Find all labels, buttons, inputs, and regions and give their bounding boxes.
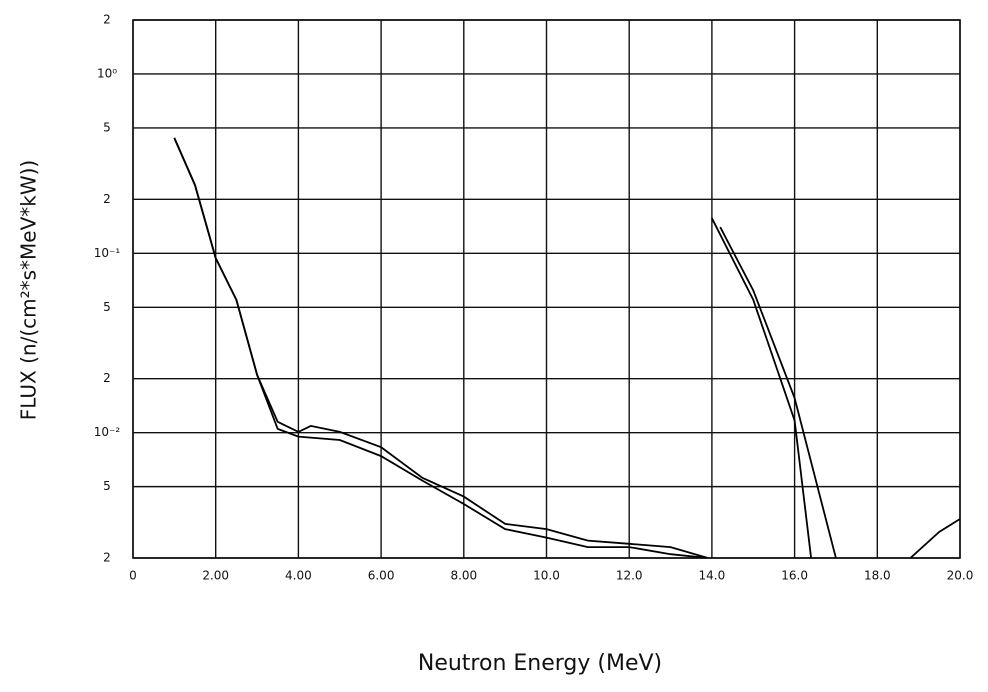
- y-tick-label: 5: [103, 479, 111, 493]
- x-tick-label: 0: [129, 569, 137, 583]
- x-tick-label: 14.0: [699, 569, 726, 583]
- x-tick-label: 2.00: [202, 569, 229, 583]
- y-tick-label: 5: [103, 120, 111, 134]
- y-tick-label: 2: [103, 371, 111, 385]
- series-line: [173, 137, 960, 558]
- x-tick-label: 4.00: [285, 569, 312, 583]
- plot-frame: [132, 19, 961, 559]
- x-tick-label: 12.0: [616, 569, 643, 583]
- x-tick-label: 6.00: [368, 569, 395, 583]
- x-tick-label: 10.0: [533, 569, 560, 583]
- y-tick-label: 2: [103, 192, 111, 206]
- y-tick-label: 10⁻²: [94, 425, 121, 439]
- y-tick-label: 2: [103, 13, 111, 27]
- series-line: [173, 137, 812, 558]
- x-tick-label: 20.0: [947, 569, 974, 583]
- y-axis-label: FLUX (n/(cm²*s*MeV*kW)): [17, 160, 41, 421]
- y-tick-label: 5: [103, 300, 111, 314]
- x-tick-label: 8.00: [450, 569, 477, 583]
- y-tick-label: 10⁻¹: [94, 246, 121, 260]
- x-tick-label: 18.0: [864, 569, 891, 583]
- x-tick-label: 16.0: [781, 569, 808, 583]
- y-tick-label: 2: [103, 551, 111, 565]
- x-axis-label: Neutron Energy (MeV): [418, 651, 662, 676]
- y-tick-label: 10⁰: [97, 66, 117, 80]
